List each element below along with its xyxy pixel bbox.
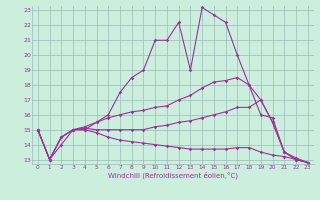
X-axis label: Windchill (Refroidissement éolien,°C): Windchill (Refroidissement éolien,°C) — [108, 171, 238, 179]
